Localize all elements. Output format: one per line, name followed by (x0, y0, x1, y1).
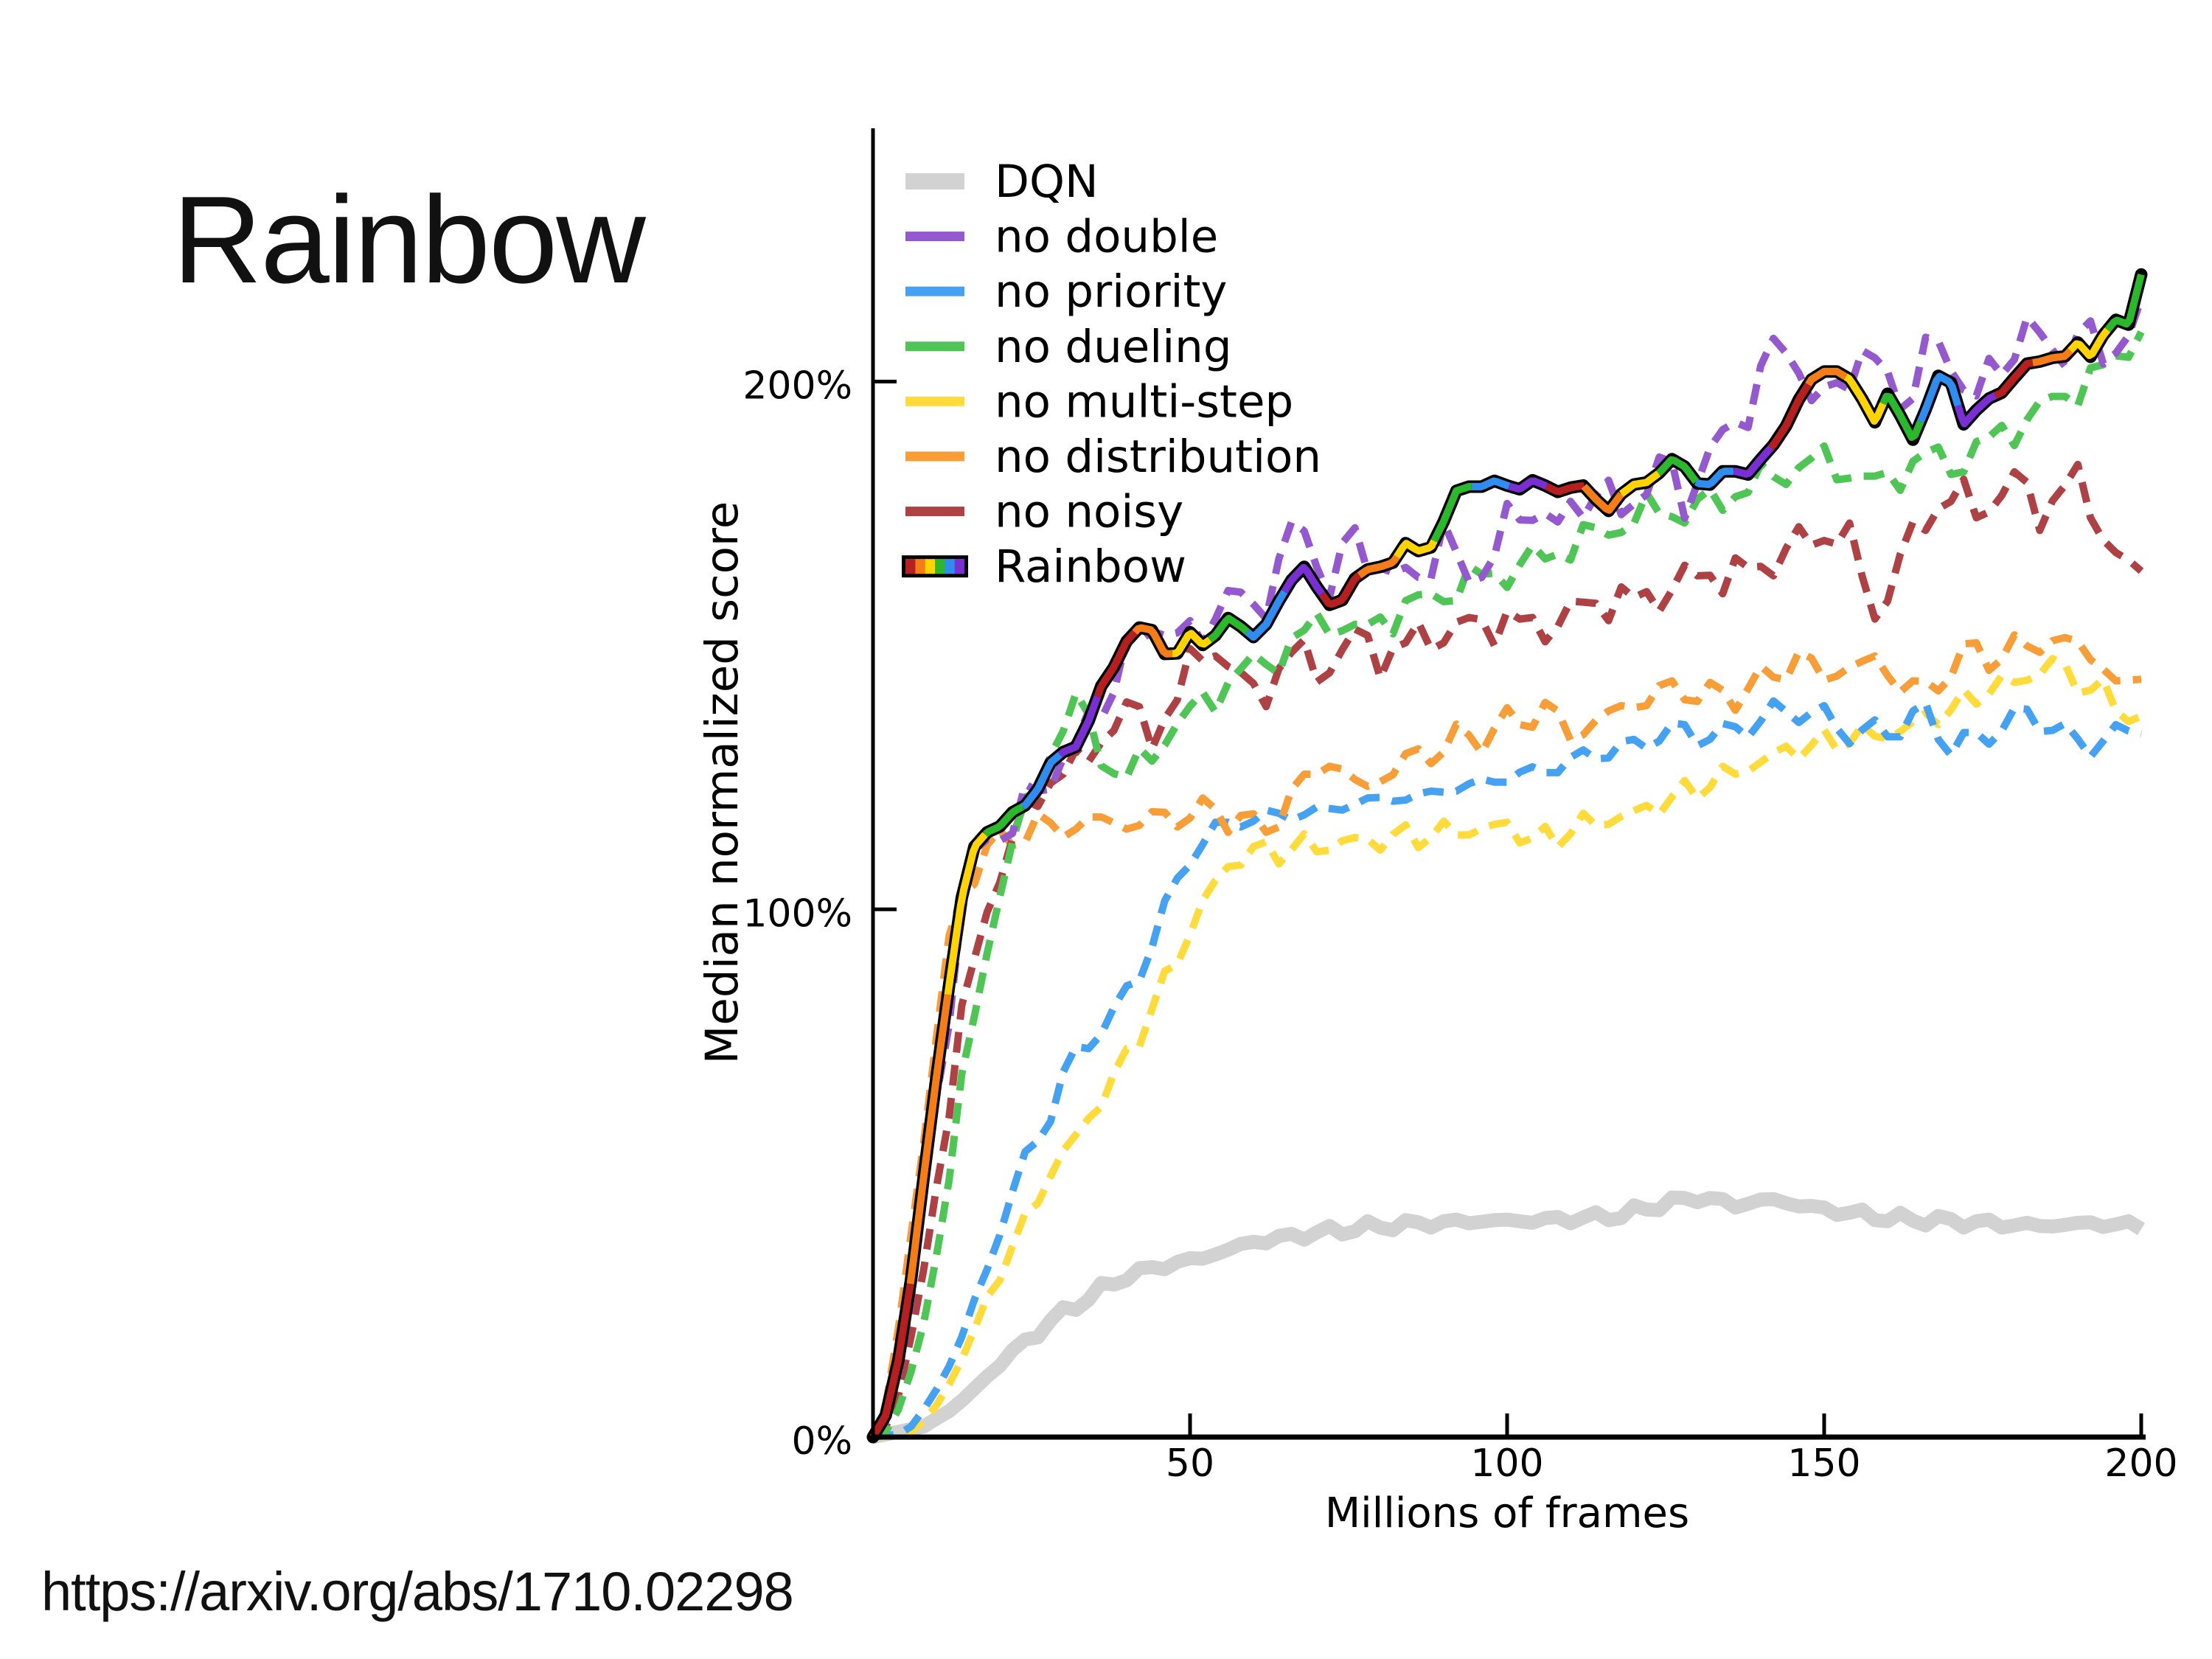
series-line-rainbow-seg-30 (1994, 358, 2034, 400)
series-line-rainbow-seg-7 (1132, 624, 1174, 658)
y-tick-label-200%: 200% (742, 364, 852, 408)
axes: 50 100 150 200 0% 100% 200% Millions of frames M… (696, 128, 2178, 1537)
legend-label-no-priority: no priority (995, 265, 1227, 318)
series-line-rainbow-seg-3 (982, 803, 1025, 838)
series-line-rainbow-seg-24 (1767, 382, 1812, 451)
x-tick-label-50: 50 (1166, 1441, 1214, 1486)
legend-label-no-multi-step: no multi-step (995, 375, 1293, 428)
series-line-rainbow-seg-28 (1917, 372, 1962, 423)
legend-item-rainbow: Rainbow (902, 540, 1186, 593)
series-line-no-dueling (872, 330, 2145, 1441)
series-line-rainbow-seg-6 (1093, 630, 1138, 698)
legend-swatch-rainbow-seg-1 (915, 559, 926, 574)
legend-label-no-dueling: no dueling (995, 321, 1232, 373)
series-line-rainbow-seg-16 (1471, 477, 1511, 490)
x-tick-label-200: 200 (2104, 1441, 2177, 1486)
series-line-no-distribution (869, 631, 2142, 1439)
legend-item-dqn: DQN (905, 156, 1099, 208)
series-line-rainbow-seg-17 (1508, 477, 1548, 493)
legend-swatch-no-double (905, 232, 964, 242)
series-line-rainbow-seg-9 (1207, 614, 1250, 643)
series-line-no-noisy (870, 460, 2144, 1440)
x-tick-label-150: 150 (1787, 1441, 1860, 1486)
series-line-rainbow-seg-27 (1879, 392, 1924, 441)
legend-swatch-rainbow-seg-3 (935, 559, 945, 574)
series-line-rainbow-seg-23 (1733, 445, 1774, 478)
series-line-rainbow-seg-13 (1357, 554, 1400, 579)
legend-swatch-rainbow-seg-5 (954, 559, 965, 574)
series-line-rainbow-seg-18 (1545, 482, 1585, 495)
legend-swatch-rainbow-border (902, 555, 968, 578)
source-url-text: https://arxiv.org/abs/1710.02298 (41, 1561, 794, 1622)
series-line-rainbow-seg-20 (1618, 470, 1661, 498)
series-line-rainbow-seg-1 (906, 994, 952, 1284)
series-line-rainbow-seg-26 (1843, 373, 1887, 425)
series-line-rainbow-seg-21 (1655, 456, 1700, 484)
series-line-rainbow-seg-25 (1805, 367, 1848, 387)
legend-swatch-rainbow-seg-2 (925, 559, 936, 574)
series-line-rainbow-seg-5 (1057, 695, 1102, 758)
legend-item-no-multi-step: no multi-step (905, 375, 1293, 428)
legend-swatch-no-priority (905, 286, 964, 296)
series-line-rainbow-seg-4 (1020, 751, 1062, 810)
series-line-rainbow-seg-0 (869, 1283, 914, 1439)
y-axis-label: Median normalized score (696, 501, 748, 1065)
legend-label-dqn: DQN (995, 156, 1099, 208)
legend-swatch-no-dueling (905, 341, 964, 352)
series-line-rainbow-seg-10 (1245, 589, 1288, 641)
series-line-rainbow-seg-15 (1430, 483, 1473, 543)
legend-swatch-dqn (905, 173, 964, 189)
legend-label-no-noisy: no noisy (995, 486, 1183, 538)
legend-item-no-priority: no priority (905, 265, 1227, 318)
series-line-rainbow-seg-19 (1581, 484, 1624, 514)
legend-item-no-double: no double (905, 211, 1218, 263)
legend-item-no-dueling: no dueling (905, 321, 1232, 373)
legend-item-no-distribution: no distribution (905, 431, 1321, 483)
x-tick-label-100: 100 (1470, 1441, 1543, 1486)
series-line-rainbow-seg-32 (2067, 327, 2111, 359)
legend-swatch-no-distribution (905, 451, 964, 462)
series-line-rainbow-seg-12 (1318, 572, 1362, 608)
legend-swatch-no-noisy (905, 507, 964, 517)
legend-item-no-noisy: no noisy (905, 486, 1183, 538)
legend-swatch-rainbow-seg-0 (905, 559, 916, 574)
series-lines (866, 268, 2148, 1444)
legend-label-no-double: no double (995, 211, 1218, 263)
legend-label-rainbow: Rainbow (995, 540, 1186, 593)
legend-swatch-no-multi-step (905, 396, 964, 406)
series-line-rainbow-seg-14 (1394, 539, 1438, 559)
y-tick-label-0%: 0% (792, 1419, 853, 1464)
series-line-dqn (872, 1190, 2146, 1444)
legend-swatch-rainbow-seg-4 (945, 559, 956, 574)
x-axis-label: Millions of frames (1325, 1489, 1689, 1537)
series-line-rainbow-seg-29 (1954, 392, 1997, 428)
series-line-rainbow-seg-2 (944, 832, 988, 995)
series-line-rainbow-seg-22 (1694, 467, 1735, 488)
legend-label-no-distribution: no distribution (995, 431, 1321, 483)
series-line-no-priority (872, 697, 2143, 1441)
series-line-rainbow-seg-11 (1281, 563, 1325, 597)
series-line-rainbow-seg-31 (2032, 348, 2073, 366)
y-tick-label-100%: 100% (742, 891, 852, 936)
series-line-rainbow-seg-33 (2104, 274, 2145, 333)
series-line-rainbow-seg-8 (1172, 630, 1212, 658)
slide-title: Rainbow (173, 170, 646, 309)
